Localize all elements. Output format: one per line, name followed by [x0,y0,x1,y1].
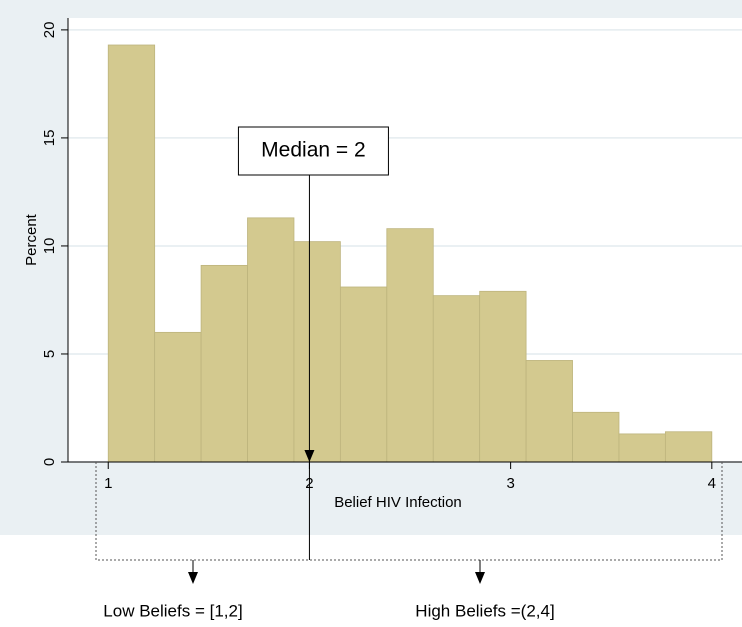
bar [200,264,248,463]
group-label: Low Beliefs = [1,2] [103,601,242,620]
annotation-label: Median = 2 [261,139,366,162]
x-tick-label: 1 [104,475,112,492]
bar [247,217,295,463]
bar [525,360,573,463]
x-tick-label: 4 [708,475,716,492]
y-tick-label: 5 [41,350,58,358]
y-tick-label: 15 [41,130,58,147]
y-axis-label: Percent [23,213,40,266]
group-bracket [95,462,723,561]
group-label: High Beliefs =(2,4] [415,601,554,620]
bar [107,44,156,463]
x-tick-label: 3 [506,475,514,492]
bar [572,411,620,463]
arrow-head [475,572,485,584]
bar [618,433,666,463]
bar [293,241,341,463]
x-axis-label: Belief HIV Infection [334,494,462,511]
bar [479,290,527,463]
arrow-head [304,450,315,462]
arrow-head [188,572,198,584]
bar [664,431,713,463]
bar [386,228,434,463]
y-tick-label: 0 [41,458,58,466]
bar [432,295,481,463]
bar [339,286,388,463]
y-tick-label: 10 [41,238,58,255]
annotation-box [237,126,389,176]
y-tick-label: 20 [41,22,58,39]
bar [154,331,202,463]
